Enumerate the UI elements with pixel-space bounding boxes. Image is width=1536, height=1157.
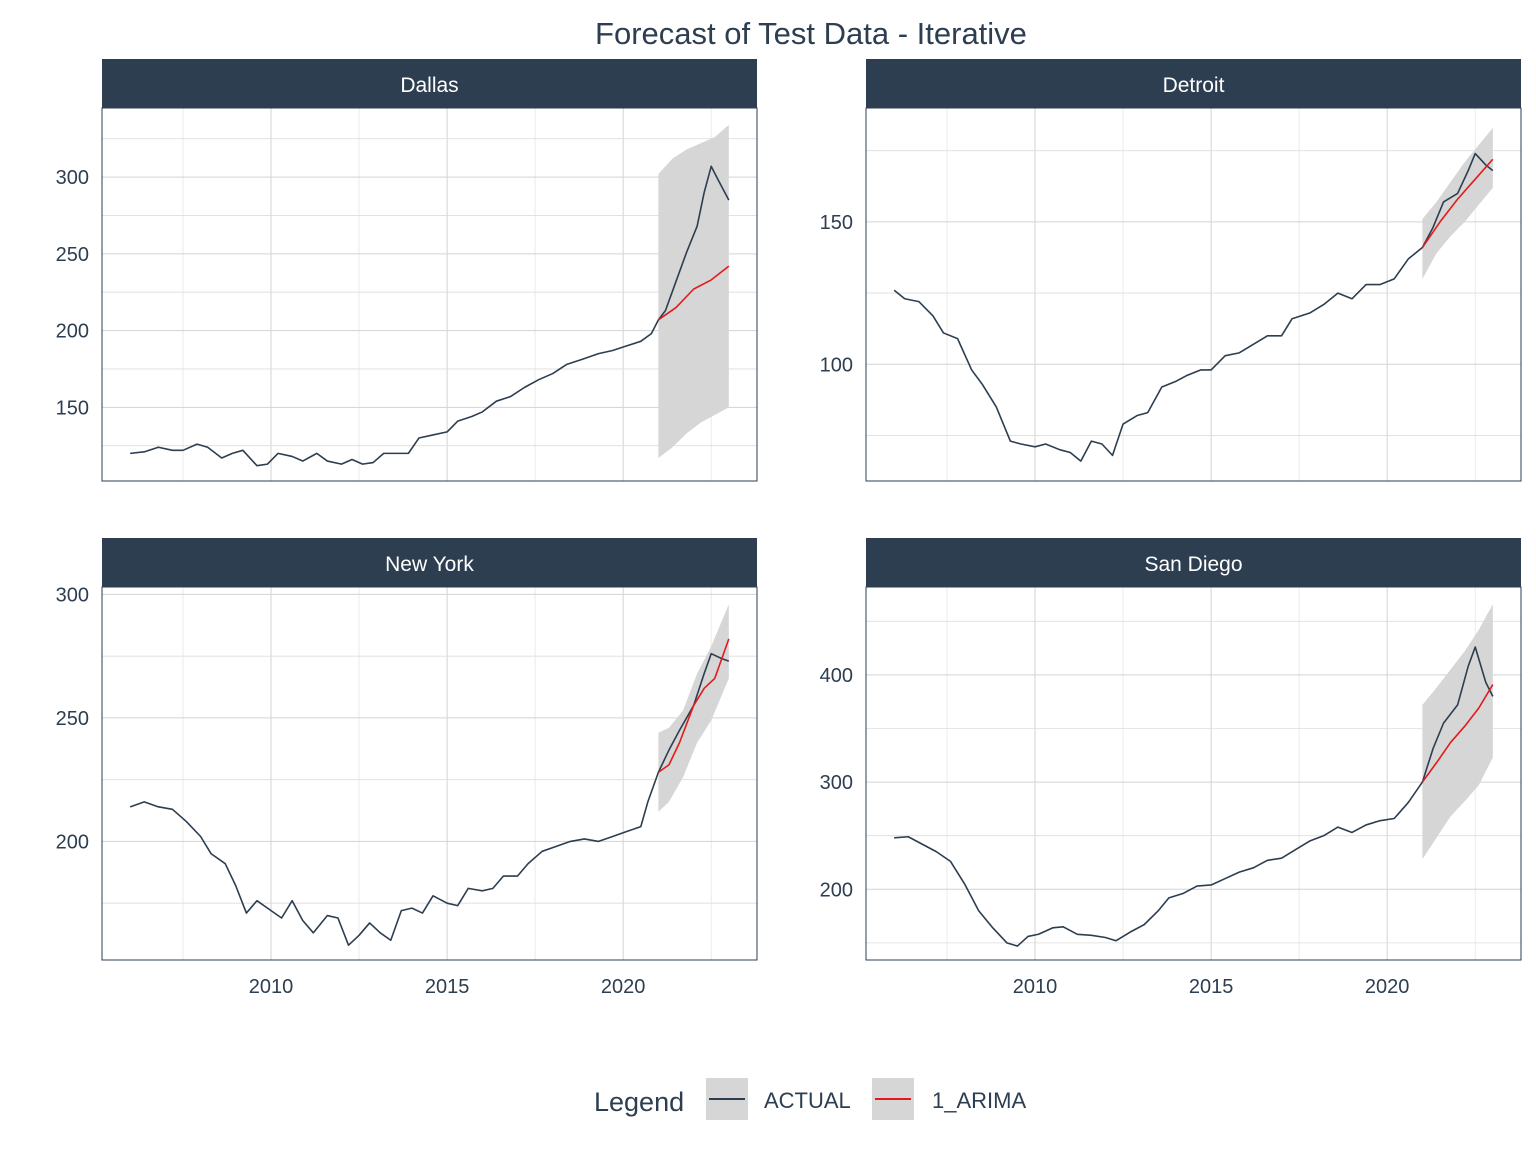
x-tick-label: 2015 [1189, 976, 1234, 998]
y-tick-label: 200 [820, 879, 853, 901]
facet-strip-dallas [102, 59, 757, 108]
facet-strip-san-diego [866, 538, 1521, 587]
confidence-band-san-diego [1422, 604, 1493, 860]
series-arima-new-york [657, 638, 730, 773]
series-arima-dallas [657, 265, 730, 321]
legend-title: Legend [594, 1087, 684, 1117]
facet-label-san-diego: San Diego [1144, 553, 1242, 576]
grid-dallas [102, 108, 757, 481]
confidence-band-dallas [658, 124, 729, 458]
panel-border-detroit [865, 107, 1522, 482]
panel-border-new-york [101, 586, 758, 961]
panel-detroit: Detroit 100 150 [820, 59, 1522, 482]
y-tick-label: 250 [56, 708, 89, 730]
y-tick-label: 250 [56, 244, 89, 266]
grid-detroit [866, 108, 1521, 481]
panel-border-dallas [101, 107, 758, 482]
legend-label-actual: ACTUAL [764, 1088, 851, 1113]
panels-layer: Dallas 150 200 250 300 Detroit 100 150 New York 2… [56, 59, 1522, 998]
y-tick-label: 200 [56, 831, 89, 853]
confidence-band-detroit [1422, 127, 1493, 279]
panel-new-york: New York 200 250 300 2010 2015 2020 [56, 538, 758, 998]
series-actual-detroit [893, 152, 1494, 462]
legend: Legend ACTUAL 1_ARIMA [594, 1078, 1026, 1120]
y-tick-label: 400 [820, 665, 853, 687]
series-actual-san-diego [894, 646, 1494, 947]
chart-title: Forecast of Test Data - Iterative [595, 16, 1027, 51]
y-tick-label: 300 [56, 167, 89, 189]
y-tick-label: 300 [820, 772, 853, 794]
series-arima-san-diego [1421, 684, 1494, 783]
y-tick-label: 200 [56, 321, 89, 343]
series-actual-dallas [130, 165, 730, 467]
confidence-band-new-york [658, 604, 729, 812]
x-tick-label: 2010 [1013, 976, 1058, 998]
series-arima-detroit [1421, 158, 1494, 248]
legend-label-arima: 1_ARIMA [932, 1088, 1026, 1113]
y-tick-label: 150 [56, 397, 89, 419]
facet-label-detroit: Detroit [1163, 74, 1225, 97]
panel-san-diego: San Diego 200 300 400 2010 2015 2020 [820, 538, 1522, 998]
facet-strip-new-york [102, 538, 757, 587]
facet-label-new-york: New York [385, 553, 474, 576]
x-tick-label: 2015 [425, 976, 470, 998]
panel-border-san-diego [865, 586, 1522, 961]
y-tick-label: 300 [56, 584, 89, 606]
panel-dallas: Dallas 150 200 250 300 [56, 59, 758, 482]
grid-new-york [102, 587, 757, 960]
grid-san-diego [866, 587, 1521, 960]
y-tick-label: 100 [820, 354, 853, 376]
y-tick-label: 150 [820, 212, 853, 234]
series-actual-new-york [129, 652, 730, 946]
x-tick-label: 2010 [249, 976, 294, 998]
facet-strip-detroit [866, 59, 1521, 108]
x-tick-label: 2020 [1365, 976, 1410, 998]
facet-label-dallas: Dallas [400, 74, 458, 97]
x-tick-label: 2020 [601, 976, 646, 998]
